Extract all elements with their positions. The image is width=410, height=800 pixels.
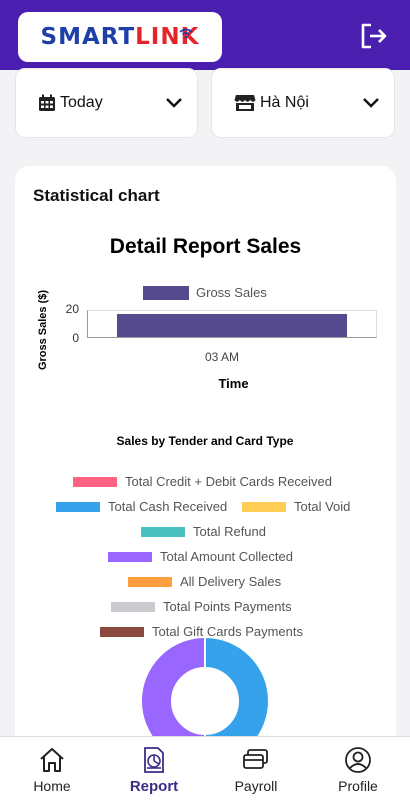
- legend-swatch: [242, 501, 286, 512]
- tab-report[interactable]: Report: [103, 737, 205, 800]
- chevron-down-icon: [362, 97, 380, 109]
- calendar-icon: [38, 94, 56, 112]
- legend-swatch: [73, 476, 117, 487]
- tab-label: Report: [129, 778, 179, 795]
- tab-profile[interactable]: Profile: [307, 737, 409, 800]
- legend-item: Total Credit + Debit Cards Received: [73, 474, 332, 489]
- store-icon: [234, 94, 256, 112]
- legend-swatch: [141, 526, 185, 537]
- legend-label: Total Amount Collected: [160, 549, 293, 564]
- card-title: Statistical chart: [33, 186, 160, 205]
- legend-label: Total Points Payments: [163, 599, 292, 614]
- chevron-down-icon: [165, 97, 183, 109]
- logo-text-smart: SMART: [40, 24, 136, 50]
- y-tick-label: 0: [72, 331, 79, 345]
- legend-swatch: [128, 576, 172, 587]
- legend-item: Total Points Payments: [111, 599, 292, 614]
- legend-label-gross-sales: Gross Sales: [196, 285, 267, 300]
- legend-swatch: [111, 601, 155, 612]
- legend-item: All Delivery Sales: [128, 574, 281, 589]
- legend-label: Total Cash Received: [108, 499, 228, 514]
- date-filter-value: Today: [60, 94, 103, 111]
- tab-label: Home: [33, 778, 71, 794]
- statistical-chart-card: Statistical chart Detail Report Sales Gr…: [15, 166, 396, 800]
- tab-home[interactable]: Home: [1, 737, 103, 800]
- tab-payroll[interactable]: Payroll: [205, 737, 307, 800]
- legend-label: Total Refund: [193, 524, 266, 539]
- home-icon: [37, 745, 67, 775]
- tab-label: Payroll: [234, 778, 278, 794]
- legend-label: Total Void: [294, 499, 351, 514]
- x-axis-label: Time: [218, 376, 249, 391]
- pie-chart-title: Sales by Tender and Card Type: [116, 434, 294, 448]
- bar: [116, 314, 348, 337]
- tab-label: Profile: [338, 778, 378, 794]
- y-axis-label: Gross Sales ($): [37, 289, 49, 371]
- logo-text: SMARTLINK: [41, 24, 200, 50]
- legend-label: Total Credit + Debit Cards Received: [125, 474, 333, 489]
- legend-swatch: [108, 551, 152, 562]
- x-tick-label: 03 AM: [205, 350, 240, 364]
- legend-label: Total Gift Cards Payments: [152, 624, 303, 639]
- y-tick-label: 20: [65, 302, 79, 316]
- payroll-icon: [241, 745, 271, 775]
- app-header: SMARTLINK: [0, 0, 410, 70]
- legend-item: Total Cash Received: [56, 499, 227, 514]
- legend-item: Total Gift Cards Payments: [100, 624, 303, 639]
- legend-swatch: [100, 626, 144, 637]
- report-icon: [139, 745, 169, 775]
- bar-chart-legend: Gross Sales: [143, 285, 267, 300]
- date-filter-dropdown[interactable]: Today: [15, 68, 198, 138]
- legend-label: All Delivery Sales: [180, 574, 282, 589]
- bar-plot-area: [87, 310, 377, 338]
- wifi-icon: [179, 28, 193, 39]
- logo-text-link: LINK: [135, 24, 200, 50]
- logout-icon[interactable]: [358, 20, 390, 52]
- bar-chart-title: Detail Report Sales: [109, 235, 302, 258]
- legend-swatch: [56, 501, 100, 512]
- bottom-tab-bar: Home Report Payroll: [0, 736, 410, 800]
- legend-item: Total Void: [242, 499, 350, 514]
- legend-swatch-gross-sales: [143, 285, 189, 300]
- legend-item: Total Amount Collected: [108, 549, 293, 564]
- smartlink-logo: SMARTLINK: [18, 12, 222, 62]
- store-filter-dropdown[interactable]: Hà Nội: [211, 68, 395, 138]
- store-filter-value: Hà Nội: [260, 94, 309, 111]
- profile-icon: [343, 745, 373, 775]
- legend-item: Total Refund: [141, 524, 266, 539]
